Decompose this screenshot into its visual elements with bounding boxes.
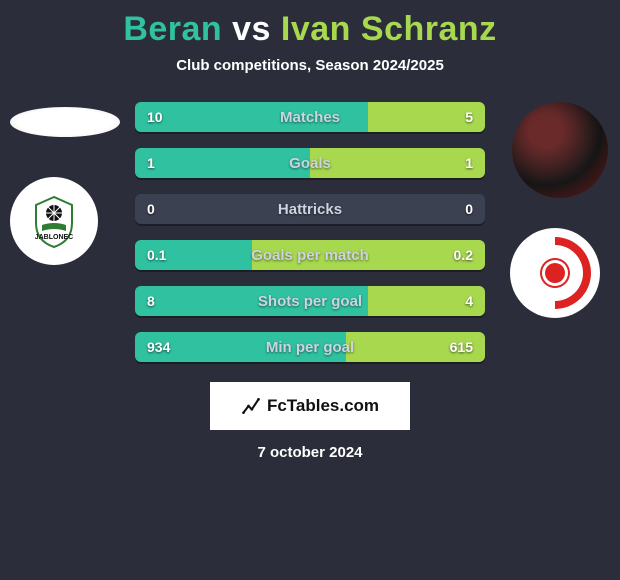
player1-avatar — [10, 107, 120, 137]
stat-row: 8 4 Shots per goal — [135, 286, 485, 316]
stat-label: Shots per goal — [258, 293, 362, 310]
stat-left-value: 10 — [147, 109, 163, 125]
star-icon: ★ — [550, 266, 561, 280]
stat-row: 934 615 Min per goal — [135, 332, 485, 362]
bar-fill-left — [135, 148, 310, 178]
stat-row: 10 5 Matches — [135, 102, 485, 132]
player1-club-badge: JABLONEC — [10, 177, 98, 265]
right-column: ★ — [510, 102, 610, 318]
stat-right-value: 0 — [465, 201, 473, 217]
stat-left-value: 0.1 — [147, 247, 166, 263]
date-text: 7 october 2024 — [0, 444, 620, 461]
jablonec-badge-icon: JABLONEC — [24, 191, 84, 251]
stat-left-value: 0 — [147, 201, 155, 217]
stat-right-value: 0.2 — [454, 247, 473, 263]
stat-right-value: 615 — [450, 339, 473, 355]
stat-row: 1 1 Goals — [135, 148, 485, 178]
title-player1: Beran — [123, 10, 222, 48]
stat-right-value: 4 — [465, 293, 473, 309]
stat-label: Hattricks — [278, 201, 342, 218]
brand-text: FcTables.com — [267, 396, 379, 416]
stat-right-value: 1 — [465, 155, 473, 171]
stat-row: 0 0 Hattricks — [135, 194, 485, 224]
brand-badge: FcTables.com — [210, 382, 410, 430]
stat-left-value: 934 — [147, 339, 170, 355]
player2-avatar — [512, 102, 608, 198]
slavia-badge-icon: ★ — [519, 237, 591, 309]
stat-left-value: 1 — [147, 155, 155, 171]
comparison-content: JABLONEC ★ 105Matches11Goals00Hattricks0… — [0, 102, 620, 362]
stat-label: Goals — [289, 155, 331, 172]
player2-club-badge: ★ — [510, 228, 600, 318]
stat-label: Min per goal — [266, 339, 354, 356]
comparison-bars: 10 5 Matches 1 1 Goals 0 0 Hattricks 0.1 0.2 Goals … — [135, 102, 485, 362]
left-column: JABLONEC — [10, 102, 110, 265]
stat-right-value: 5 — [465, 109, 473, 125]
title-vs: vs — [232, 10, 271, 48]
subtitle: Club competitions, Season 2024/2025 — [0, 57, 620, 74]
bar-fill-right — [310, 148, 485, 178]
chart-icon — [241, 396, 261, 416]
svg-text:JABLONEC: JABLONEC — [35, 234, 74, 241]
stat-row: 0.1 0.2 Goals per match — [135, 240, 485, 270]
stat-left-value: 8 — [147, 293, 155, 309]
stat-label: Goals per match — [251, 247, 369, 264]
page-title: Beran vs Ivan Schranz — [0, 0, 620, 49]
stat-label: Matches — [280, 109, 340, 126]
title-player2: Ivan Schranz — [281, 10, 497, 48]
